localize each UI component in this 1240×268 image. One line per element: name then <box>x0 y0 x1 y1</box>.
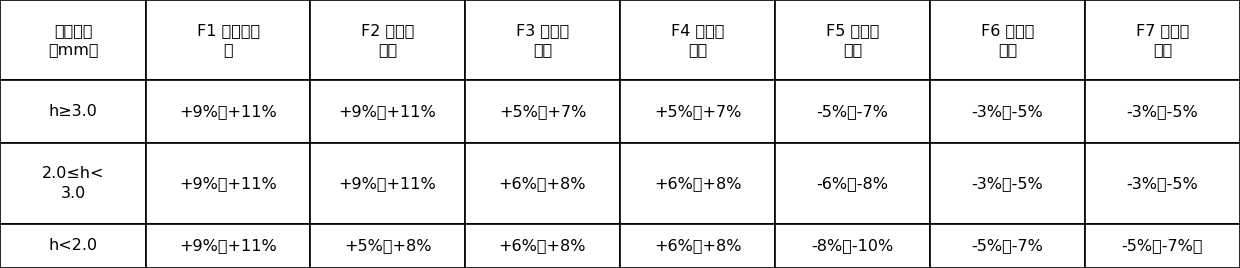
Text: +9%～+11%: +9%～+11% <box>339 176 436 191</box>
Text: F6 压下率
修正: F6 压下率 修正 <box>981 23 1034 57</box>
Text: +6%～+8%: +6%～+8% <box>498 239 587 253</box>
Bar <box>930 80 1085 143</box>
Text: F7 压下率
修正: F7 压下率 修正 <box>1136 23 1189 57</box>
Text: -6%～-8%: -6%～-8% <box>816 176 889 191</box>
Bar <box>620 143 775 224</box>
Text: 目标厚度
（mm）: 目标厚度 （mm） <box>48 23 98 57</box>
Bar <box>310 0 465 80</box>
Text: -5%～-7%。: -5%～-7%。 <box>1122 239 1203 253</box>
Bar <box>465 0 620 80</box>
Bar <box>775 224 930 268</box>
Bar <box>0 143 146 224</box>
Bar <box>930 224 1085 268</box>
Text: +9%～+11%: +9%～+11% <box>339 105 436 119</box>
Bar <box>1085 80 1240 143</box>
Text: F3 压下率
修正: F3 压下率 修正 <box>516 23 569 57</box>
Bar <box>0 0 146 80</box>
Text: F2 压下率
修正: F2 压下率 修正 <box>361 23 414 57</box>
Text: h≥3.0: h≥3.0 <box>48 105 98 119</box>
Text: +9%～+11%: +9%～+11% <box>180 239 277 253</box>
Bar <box>775 80 930 143</box>
Text: +5%～+7%: +5%～+7% <box>498 105 587 119</box>
Bar <box>775 0 930 80</box>
Bar <box>930 143 1085 224</box>
Bar <box>1085 0 1240 80</box>
Text: +5%～+8%: +5%～+8% <box>343 239 432 253</box>
Text: -3%～-5%: -3%～-5% <box>972 105 1043 119</box>
Bar <box>1085 143 1240 224</box>
Bar <box>0 80 146 143</box>
Bar <box>465 143 620 224</box>
Text: +5%～+7%: +5%～+7% <box>653 105 742 119</box>
Text: F4 压下率
修正: F4 压下率 修正 <box>671 23 724 57</box>
Bar <box>1085 224 1240 268</box>
Bar <box>930 0 1085 80</box>
Bar <box>0 224 146 268</box>
Bar <box>310 224 465 268</box>
Bar <box>146 0 310 80</box>
Text: +6%～+8%: +6%～+8% <box>498 176 587 191</box>
Text: 2.0≤h<
3.0: 2.0≤h< 3.0 <box>42 166 104 201</box>
Text: +9%～+11%: +9%～+11% <box>180 176 277 191</box>
Text: h<2.0: h<2.0 <box>48 239 98 253</box>
Text: +6%～+8%: +6%～+8% <box>653 239 742 253</box>
Text: -5%～-7%: -5%～-7% <box>972 239 1043 253</box>
Bar <box>310 143 465 224</box>
Bar <box>146 80 310 143</box>
Text: F5 压下率
修正: F5 压下率 修正 <box>826 23 879 57</box>
Bar <box>620 224 775 268</box>
Bar <box>620 0 775 80</box>
Text: F1 压下率修
正: F1 压下率修 正 <box>197 23 259 57</box>
Text: -3%～-5%: -3%～-5% <box>1127 176 1198 191</box>
Text: +6%～+8%: +6%～+8% <box>653 176 742 191</box>
Text: -5%～-7%: -5%～-7% <box>817 105 888 119</box>
Text: -8%～-10%: -8%～-10% <box>811 239 894 253</box>
Bar <box>146 224 310 268</box>
Bar <box>465 80 620 143</box>
Text: -3%～-5%: -3%～-5% <box>972 176 1043 191</box>
Bar <box>620 80 775 143</box>
Bar <box>310 80 465 143</box>
Text: +9%～+11%: +9%～+11% <box>180 105 277 119</box>
Bar <box>146 143 310 224</box>
Bar <box>775 143 930 224</box>
Bar <box>465 224 620 268</box>
Text: -3%～-5%: -3%～-5% <box>1127 105 1198 119</box>
